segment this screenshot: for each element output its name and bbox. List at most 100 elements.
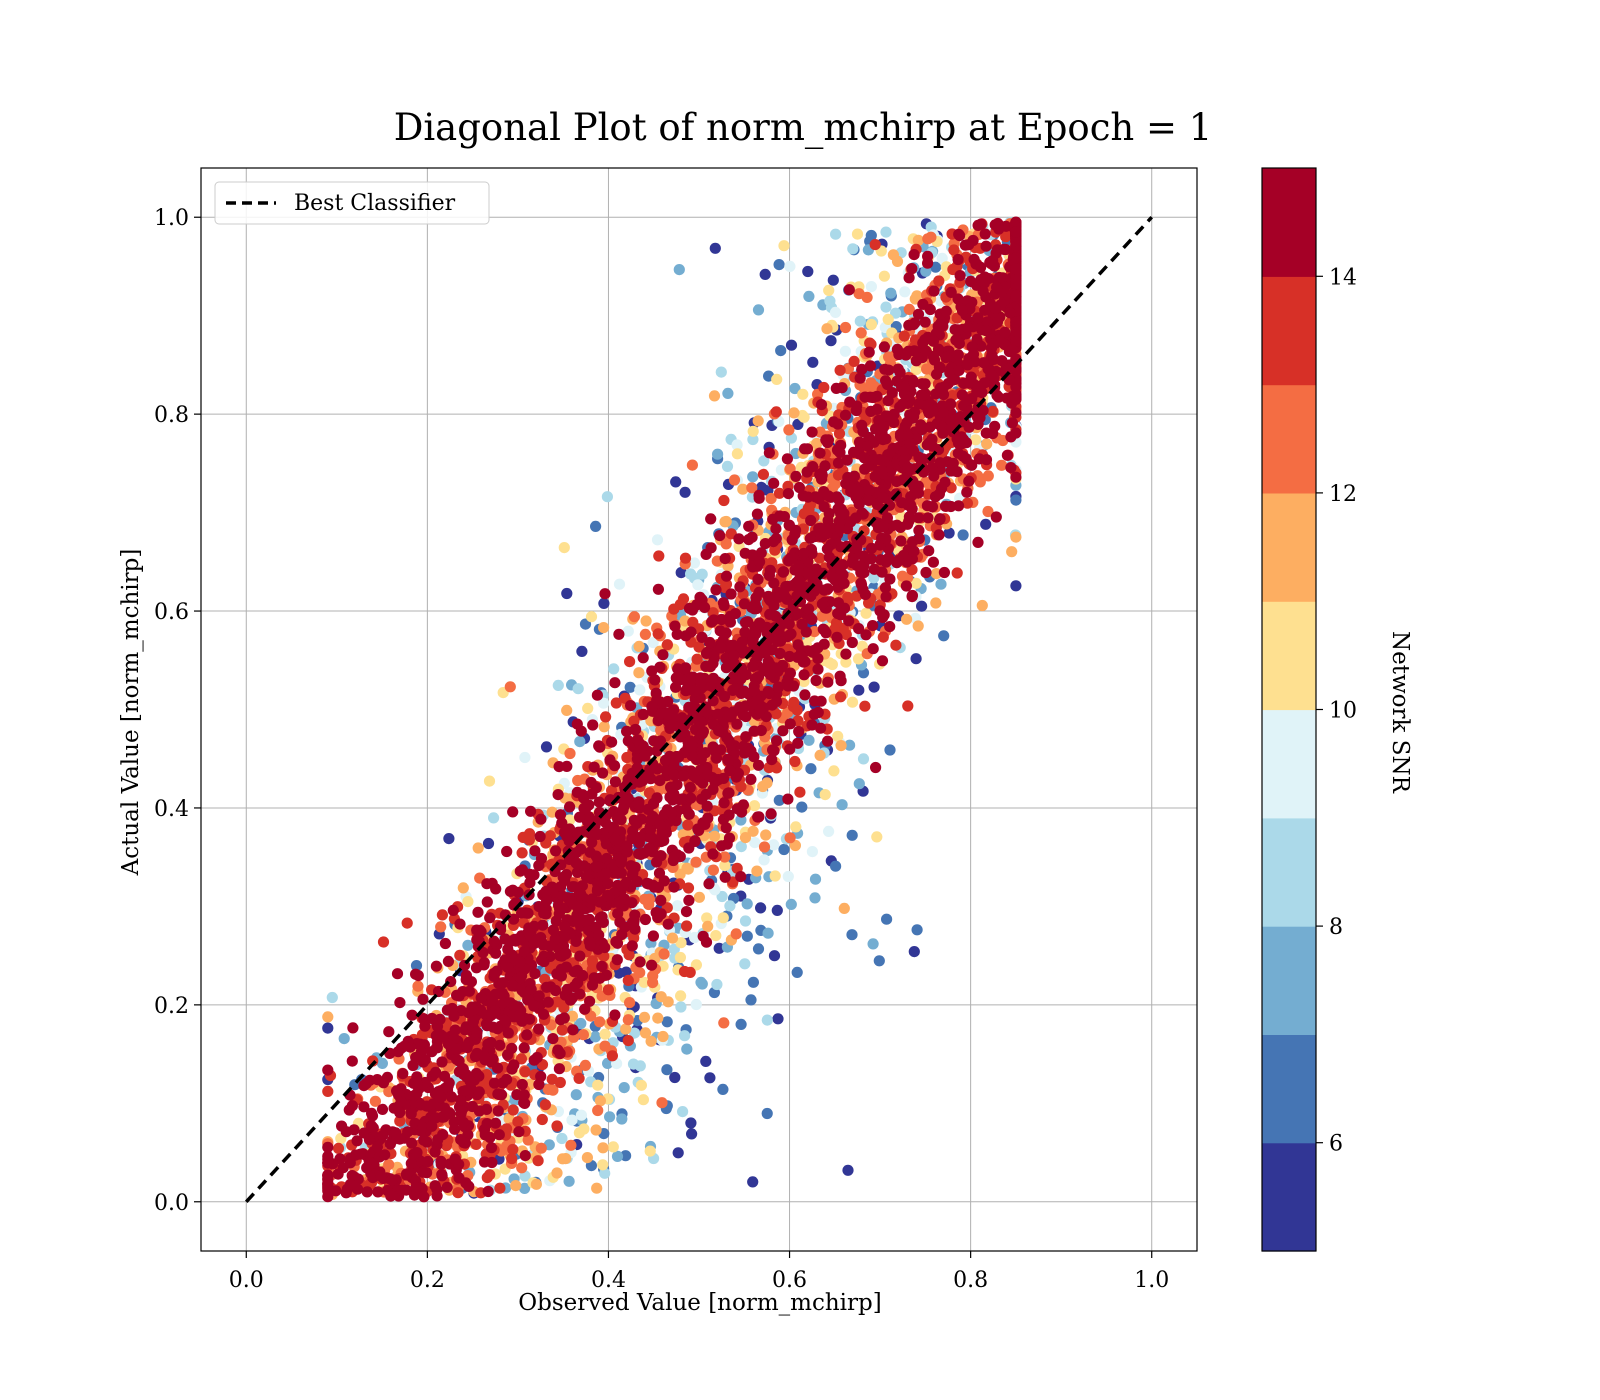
- scatter-point: [853, 778, 865, 790]
- scatter-point: [463, 1180, 475, 1192]
- scatter-point: [738, 685, 750, 697]
- scatter-point: [435, 1158, 447, 1170]
- scatter-point: [834, 364, 846, 376]
- scatter-point: [410, 1181, 422, 1193]
- scatter-point: [627, 1058, 640, 1070]
- scatter-point: [693, 641, 705, 653]
- scatter-point: [690, 959, 703, 971]
- scatter-point: [797, 388, 809, 400]
- scatter-point: [412, 980, 424, 992]
- scatter-point: [638, 1011, 651, 1023]
- scatter-point: [622, 1035, 634, 1047]
- scatter-point: [488, 935, 500, 947]
- scatter-point: [850, 404, 862, 417]
- scatter-point: [322, 1011, 334, 1023]
- scatter-point: [718, 494, 730, 507]
- scatter-point: [1006, 546, 1018, 558]
- scatter-point: [761, 777, 773, 789]
- scatter-point: [504, 681, 516, 693]
- scatter-point: [954, 270, 966, 282]
- scatter-point: [561, 587, 573, 600]
- scatter-point: [652, 1012, 664, 1024]
- scatter-point: [534, 830, 546, 843]
- scatter-point: [528, 1054, 540, 1066]
- scatter-point: [515, 1053, 528, 1065]
- scatter-point: [710, 930, 722, 942]
- scatter-point: [609, 776, 622, 788]
- scatter-point: [622, 974, 634, 987]
- scatter-point: [673, 264, 685, 276]
- scatter-point: [592, 1079, 604, 1091]
- scatter-point: [784, 743, 796, 755]
- scatter-point: [810, 674, 822, 687]
- scatter-point: [948, 244, 960, 256]
- scatter-point: [911, 924, 923, 936]
- scatter-point: [457, 882, 469, 894]
- scatter-point: [624, 997, 636, 1009]
- scatter-point: [935, 578, 947, 590]
- scatter-point: [902, 700, 914, 712]
- scatter-point: [835, 740, 847, 752]
- scatter-point: [449, 1123, 461, 1135]
- scatter-point: [865, 318, 878, 331]
- scatter-point: [982, 505, 994, 518]
- scatter-point: [564, 747, 576, 760]
- scatter-point: [575, 1109, 588, 1121]
- scatter-point: [565, 1139, 577, 1151]
- scatter-point: [639, 1027, 652, 1039]
- scatter-point: [685, 792, 697, 804]
- scatter-point: [806, 719, 818, 731]
- scatter-point: [536, 1113, 548, 1126]
- scatter-point: [751, 865, 763, 877]
- scatter-point: [338, 1033, 350, 1045]
- scatter-point: [439, 937, 451, 950]
- scatter-point: [859, 700, 871, 712]
- scatter-point: [656, 1097, 668, 1109]
- scatter-point: [829, 306, 842, 318]
- scatter-point: [938, 566, 951, 579]
- scatter-point: [719, 851, 731, 863]
- scatter-point: [585, 776, 597, 789]
- scatter-point: [747, 433, 759, 446]
- scatter-point: [743, 520, 755, 532]
- scatter-point: [840, 656, 852, 668]
- scatter-point: [521, 1029, 533, 1041]
- scatter-point: [761, 1014, 773, 1026]
- scatter-point: [805, 763, 817, 775]
- scatter-point: [819, 789, 831, 801]
- scatter-point: [322, 1022, 334, 1034]
- scatter-point: [781, 453, 794, 465]
- scatter-point: [921, 500, 934, 512]
- scatter-point: [347, 1022, 359, 1034]
- scatter-point: [557, 871, 569, 883]
- scatter-point: [485, 1142, 498, 1154]
- scatter-point: [735, 841, 747, 853]
- scatter-point: [470, 1138, 482, 1150]
- scatter-point: [752, 943, 765, 955]
- scatter-point: [574, 950, 586, 962]
- scatter-point: [675, 567, 687, 579]
- scatter-point: [601, 491, 614, 503]
- scatter-point: [765, 492, 777, 505]
- scatter-point: [377, 936, 390, 948]
- scatter-point: [908, 946, 920, 958]
- scatter-point: [571, 718, 583, 730]
- scatter-point: [752, 415, 764, 427]
- scatter-point: [594, 1016, 606, 1028]
- scatter-point: [557, 1153, 569, 1165]
- scatter-point: [878, 341, 891, 353]
- scatter-point: [910, 653, 922, 665]
- scatter-point: [604, 1111, 616, 1123]
- scatter-point: [778, 843, 790, 856]
- scatter-point: [533, 1023, 545, 1035]
- scatter-point: [646, 959, 658, 971]
- scatter-point: [814, 426, 826, 438]
- scatter-point: [1005, 462, 1017, 474]
- scatter-point: [376, 1103, 389, 1115]
- scatter-point: [518, 945, 530, 958]
- scatter-point: [720, 578, 733, 590]
- scatter-point: [634, 684, 646, 696]
- scatter-point: [658, 948, 670, 960]
- scatter-point: [903, 345, 915, 357]
- scatter-point: [679, 1030, 691, 1042]
